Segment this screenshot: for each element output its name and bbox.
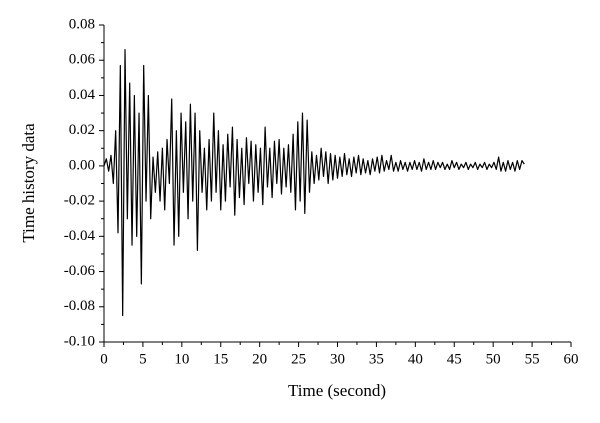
y-tick-label: -0.04 xyxy=(64,228,96,244)
x-tick-label: 10 xyxy=(174,351,189,367)
x-tick-label: 30 xyxy=(330,351,345,367)
x-tick-label: 45 xyxy=(447,351,462,367)
y-tick-label: 0.08 xyxy=(69,16,95,32)
x-axis-label: Time (second) xyxy=(288,381,386,400)
y-axis-label: Time history data xyxy=(19,123,38,243)
y-tick-label: 0.06 xyxy=(69,52,96,68)
x-tick-label: 55 xyxy=(525,351,540,367)
y-tick-label: 0.00 xyxy=(69,157,95,173)
y-tick-label: 0.02 xyxy=(69,122,95,138)
y-tick-label: 0.04 xyxy=(69,87,96,103)
x-tick-label: 0 xyxy=(100,351,108,367)
y-tick-label: -0.06 xyxy=(64,263,96,279)
y-tick-label: -0.08 xyxy=(64,298,95,314)
data-line xyxy=(103,49,525,317)
x-tick-label: 50 xyxy=(486,351,501,367)
y-tick-label: -0.02 xyxy=(64,193,95,209)
y-tick-label: -0.10 xyxy=(64,333,95,349)
x-tick-label: 25 xyxy=(291,351,306,367)
x-tick-label: 5 xyxy=(139,351,147,367)
x-tick-label: 40 xyxy=(408,351,423,367)
x-tick-label: 15 xyxy=(213,351,228,367)
x-tick-label: 20 xyxy=(252,351,267,367)
x-tick-label: 60 xyxy=(564,351,579,367)
x-tick-label: 35 xyxy=(369,351,384,367)
